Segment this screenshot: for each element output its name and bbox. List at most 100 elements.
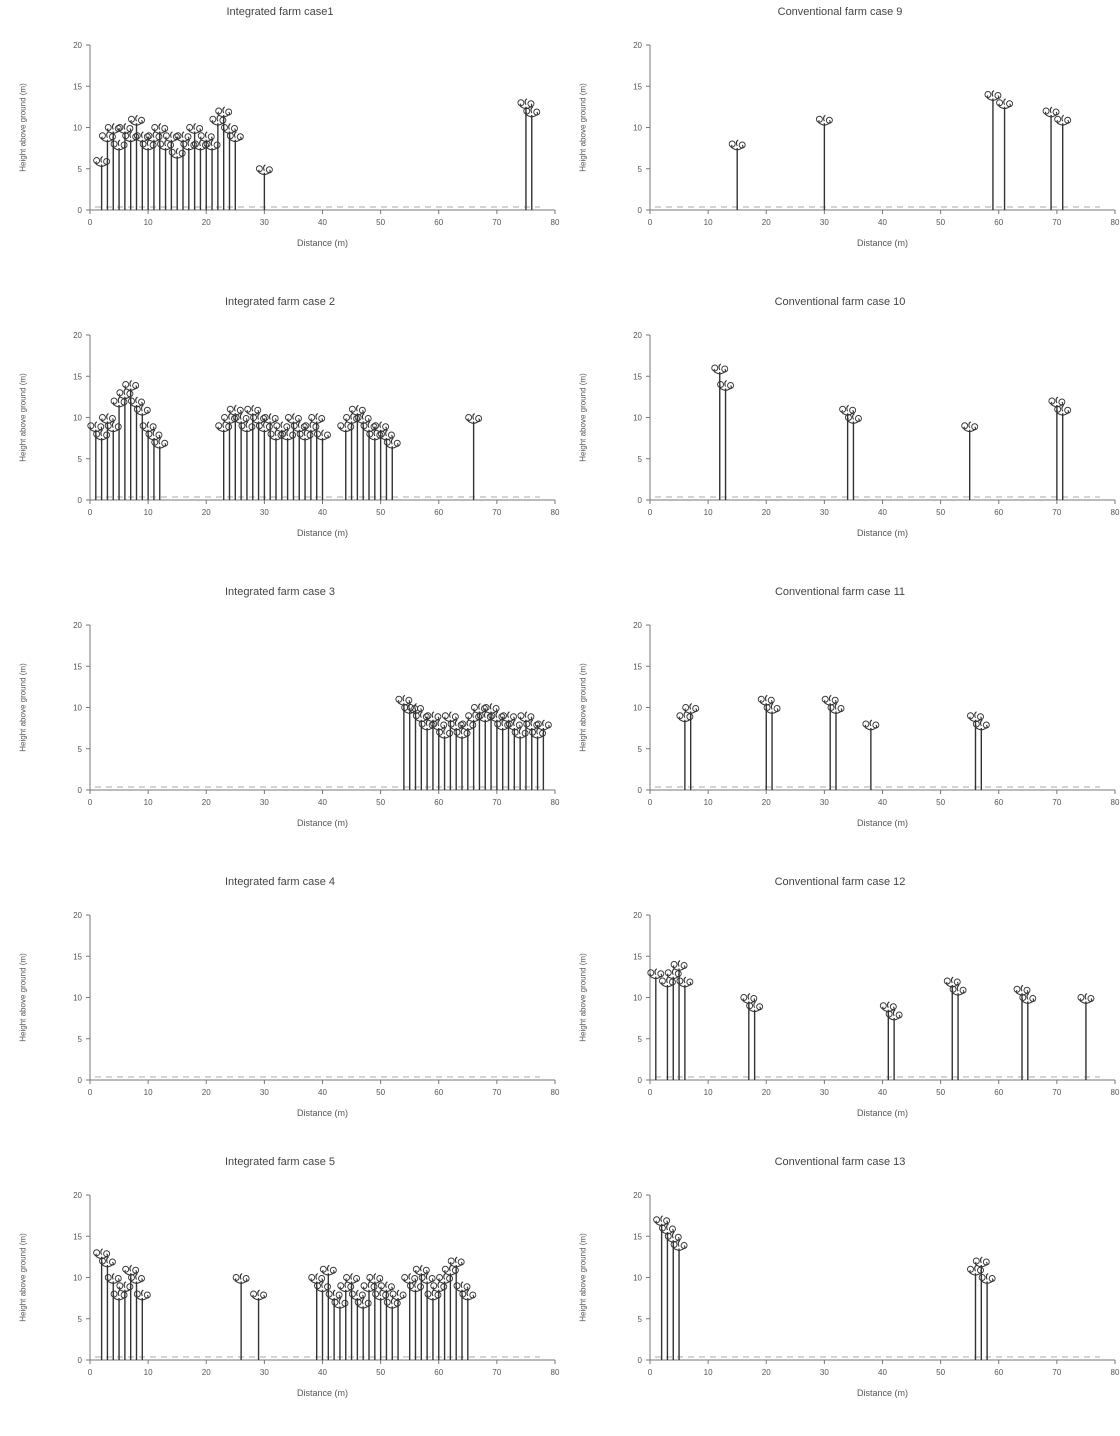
profile-panel: Conventional farm case 10 0 5 10 15 20 0 10 20 30… bbox=[560, 290, 1120, 576]
x-tick-label: 50 bbox=[376, 1088, 385, 1097]
y-axis-label: Height above ground (m) bbox=[578, 662, 588, 752]
x-tick-label: 70 bbox=[1052, 218, 1061, 227]
y-axis-label: Height above ground (m) bbox=[18, 952, 28, 1042]
tree-profile bbox=[319, 1264, 337, 1360]
x-tick-label: 80 bbox=[551, 508, 560, 517]
profile-plot: 0 5 10 15 20 0 10 20 30 40 50 60 70 80 bbox=[633, 621, 1120, 807]
profile-plot: 0 5 10 15 20 0 10 20 30 40 50 60 70 80 bbox=[633, 41, 1120, 227]
y-tick-label: 0 bbox=[78, 1356, 83, 1365]
y-axis-label: Height above ground (m) bbox=[578, 1232, 588, 1322]
y-tick-label: 20 bbox=[633, 41, 642, 50]
profile-plot: 0 5 10 15 20 0 10 20 30 40 50 60 70 80 bbox=[633, 911, 1120, 1097]
y-tick-label: 0 bbox=[78, 496, 83, 505]
tree-profile bbox=[128, 1273, 145, 1360]
x-tick-label: 30 bbox=[260, 218, 269, 227]
x-tick-label: 0 bbox=[88, 798, 93, 807]
tree-profile bbox=[331, 1297, 349, 1360]
tree-profile bbox=[534, 719, 552, 790]
tree-profile bbox=[348, 1289, 366, 1360]
tree-profile bbox=[984, 90, 1002, 210]
y-tick-label: 10 bbox=[73, 124, 82, 133]
x-tick-label: 0 bbox=[648, 508, 653, 517]
x-tick-label: 40 bbox=[878, 508, 887, 517]
panel-title: Conventional farm case 10 bbox=[774, 296, 906, 308]
x-tick-label: 20 bbox=[762, 508, 771, 517]
x-axis-label: Distance (m) bbox=[856, 238, 908, 248]
profile-panel: Integrated farm case 2 0 5 10 15 20 0 10 20 30 40 5… bbox=[0, 290, 560, 576]
profile-panel: Integrated farm case 3 0 5 10 15 20 0 10 20 30 40 5… bbox=[0, 580, 560, 866]
x-tick-label: 70 bbox=[492, 508, 501, 517]
panel-title: Integrated farm case 4 bbox=[224, 876, 336, 888]
x-axis-label: Distance (m) bbox=[856, 1388, 908, 1398]
x-tick-label: 70 bbox=[1052, 508, 1061, 517]
x-tick-label: 70 bbox=[492, 218, 501, 227]
x-tick-label: 70 bbox=[492, 1368, 501, 1377]
y-axis-label: Height above ground (m) bbox=[18, 662, 28, 752]
x-tick-label: 50 bbox=[376, 798, 385, 807]
tree-profile bbox=[383, 437, 401, 500]
x-tick-label: 60 bbox=[994, 798, 1003, 807]
y-tick-label: 0 bbox=[78, 786, 83, 795]
tree-profile bbox=[728, 139, 746, 210]
y-tick-label: 20 bbox=[633, 911, 642, 920]
panel-title: Conventional farm case 12 bbox=[774, 876, 906, 888]
y-axis-label: Height above ground (m) bbox=[18, 372, 28, 462]
x-tick-label: 50 bbox=[936, 218, 945, 227]
x-tick-label: 30 bbox=[260, 798, 269, 807]
panel-title: Integrated farm case1 bbox=[226, 6, 334, 18]
x-tick-label: 70 bbox=[1052, 1368, 1061, 1377]
x-tick-label: 0 bbox=[648, 1368, 653, 1377]
x-axis-label: Distance (m) bbox=[856, 528, 908, 538]
x-tick-label: 0 bbox=[88, 508, 93, 517]
tree-profile bbox=[290, 421, 308, 500]
x-tick-label: 10 bbox=[704, 798, 713, 807]
tree-profile bbox=[885, 1009, 903, 1080]
x-tick-label: 80 bbox=[1111, 1088, 1120, 1097]
y-tick-label: 10 bbox=[73, 1274, 82, 1283]
profile-plot: 0 5 10 15 20 0 10 20 30 40 50 60 70 80 bbox=[73, 41, 560, 227]
x-axis-label: Distance (m) bbox=[856, 818, 908, 828]
tree-profile bbox=[996, 98, 1014, 210]
tree-profile bbox=[647, 968, 665, 1080]
y-tick-label: 15 bbox=[633, 662, 642, 671]
x-tick-label: 20 bbox=[202, 218, 211, 227]
tree-profile bbox=[151, 437, 169, 500]
x-tick-label: 0 bbox=[648, 218, 653, 227]
x-tick-label: 20 bbox=[762, 1368, 771, 1377]
x-tick-label: 20 bbox=[202, 1368, 211, 1377]
x-tick-label: 0 bbox=[88, 1088, 93, 1097]
x-tick-label: 20 bbox=[762, 218, 771, 227]
panel-title: Integrated farm case 2 bbox=[224, 296, 336, 308]
tree-profile bbox=[273, 421, 291, 500]
y-tick-label: 15 bbox=[73, 1232, 82, 1241]
x-tick-label: 80 bbox=[551, 1088, 560, 1097]
x-axis-label: Distance (m) bbox=[856, 1108, 908, 1118]
tree-profile bbox=[122, 380, 140, 500]
y-tick-label: 20 bbox=[73, 911, 82, 920]
tree-profile bbox=[523, 719, 541, 790]
tree-profile bbox=[1077, 993, 1095, 1080]
tree-profile bbox=[670, 1240, 688, 1360]
panel-title: Conventional farm case 13 bbox=[774, 1156, 906, 1168]
tree-profile bbox=[122, 131, 140, 210]
tree-profile bbox=[255, 164, 273, 210]
y-tick-label: 20 bbox=[73, 621, 82, 630]
x-tick-label: 50 bbox=[936, 508, 945, 517]
tree-profile bbox=[717, 380, 735, 500]
x-tick-label: 80 bbox=[1111, 798, 1120, 807]
x-tick-label: 50 bbox=[376, 218, 385, 227]
x-tick-label: 40 bbox=[318, 218, 327, 227]
profile-panel: Conventional farm case 12 0 5 10 15 20 0 10 20 30… bbox=[560, 870, 1120, 1156]
x-tick-label: 10 bbox=[144, 218, 153, 227]
tree-profile bbox=[978, 1273, 996, 1360]
y-tick-label: 5 bbox=[638, 745, 643, 754]
x-tick-label: 50 bbox=[936, 1088, 945, 1097]
tree-profile bbox=[389, 1289, 407, 1360]
x-tick-label: 50 bbox=[376, 508, 385, 517]
y-tick-label: 15 bbox=[633, 952, 642, 961]
tree-profile bbox=[529, 727, 547, 790]
y-tick-label: 20 bbox=[73, 41, 82, 50]
x-tick-label: 60 bbox=[434, 798, 443, 807]
tree-profile bbox=[203, 139, 221, 210]
tree-profile bbox=[401, 1273, 419, 1360]
